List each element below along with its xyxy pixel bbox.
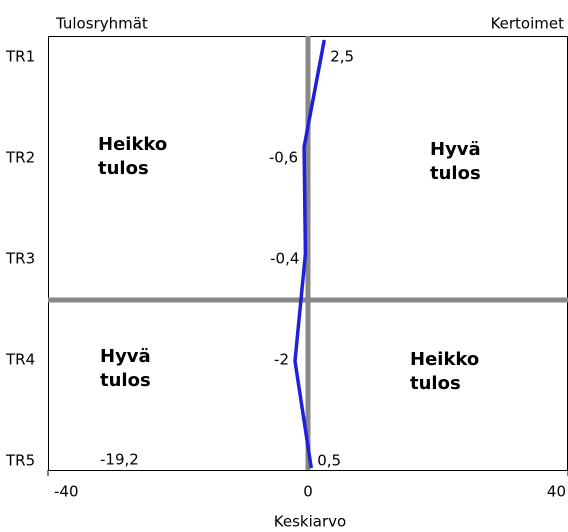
quadrant-label: tulos [100, 370, 151, 391]
data-label: -2 [274, 351, 289, 369]
y-tick-label: TR2 [5, 149, 35, 167]
x-tick-label: 0 [303, 483, 313, 501]
data-label: 2,5 [330, 48, 354, 66]
quadrant-label: -19,2 [100, 451, 139, 469]
left-title: Tulosryhmät [55, 15, 148, 33]
y-tick-label: TR4 [5, 351, 35, 369]
quadrant-label: tulos [430, 163, 481, 184]
quadrant-label: Heikko [98, 134, 167, 155]
data-label: -0,4 [270, 250, 299, 268]
x-tick-label: 40 [547, 483, 566, 501]
data-label: -0,6 [269, 149, 298, 167]
quadrant-label: tulos [410, 373, 461, 394]
y-tick-label: TR3 [5, 250, 35, 268]
quadrant-label: Hyvä [100, 346, 151, 367]
y-tick-label: TR1 [5, 48, 35, 66]
quadrant-label: Heikko [410, 349, 479, 370]
data-line [293, 39, 326, 469]
quadrant-label: tulos [98, 158, 149, 179]
x-tick-label: -40 [54, 483, 79, 501]
y-tick-label: TR5 [5, 452, 35, 470]
quadrant-label: Hyvä [430, 139, 481, 160]
right-title: Kertoimet [491, 15, 565, 33]
x-axis-label: Keskiarvo [274, 513, 346, 531]
data-label: 0,5 [317, 452, 341, 470]
